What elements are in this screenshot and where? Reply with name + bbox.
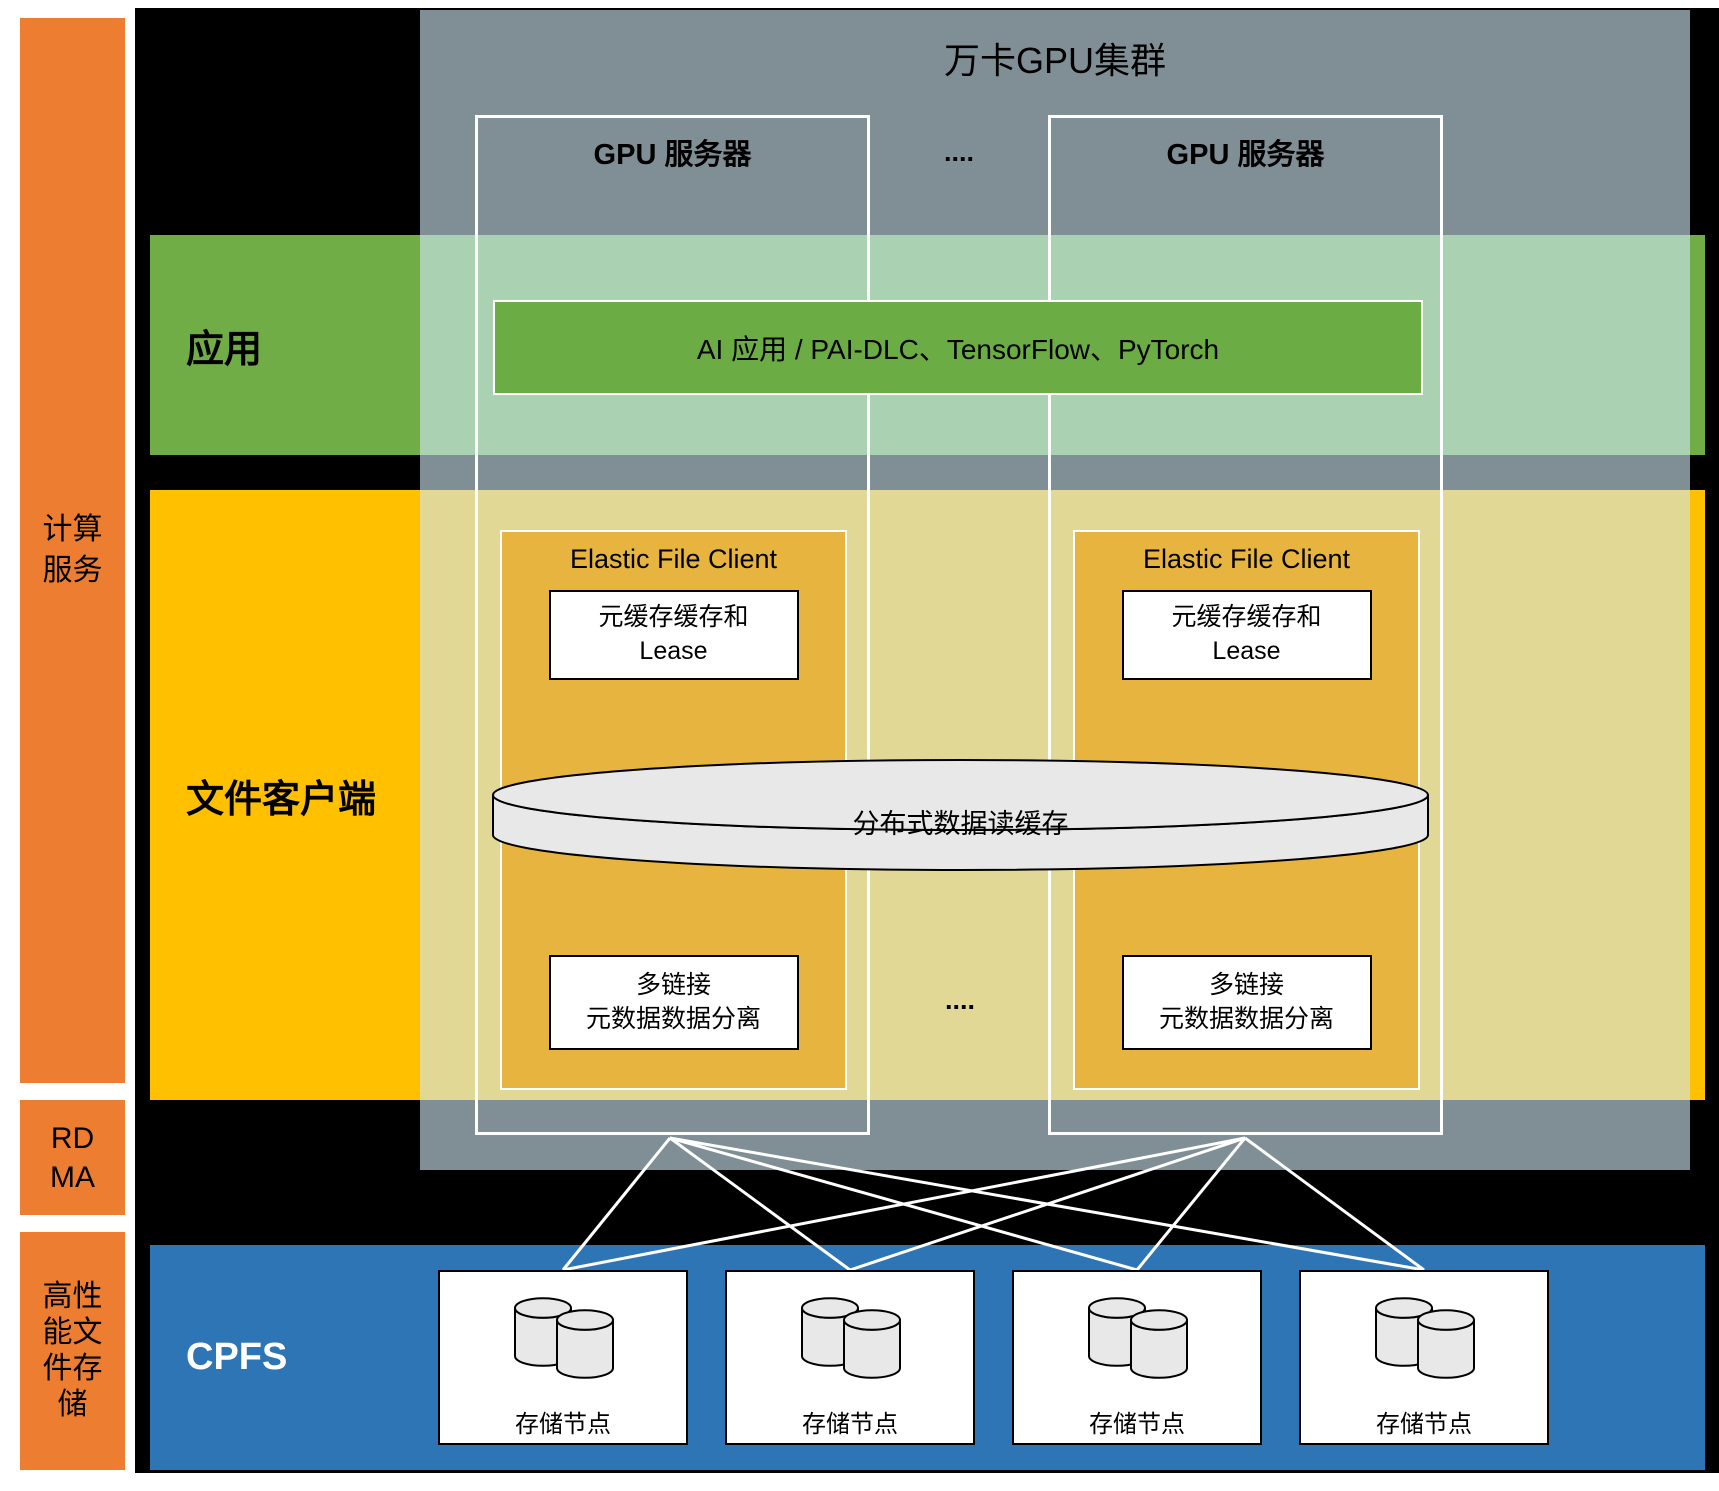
- gpu-server-header-left: GPU 服务器: [475, 127, 870, 177]
- client-ellipsis: ....: [880, 975, 1040, 1025]
- multilink-box-right: 多链接 元数据数据分离: [1122, 955, 1372, 1050]
- efc-title-right: Elastic File Client: [1073, 538, 1420, 580]
- row-label-cpfs: CPFS: [150, 1245, 450, 1470]
- efc-title-left: Elastic File Client: [500, 538, 847, 580]
- left-label-storage: 高性能文件存储: [40, 1232, 105, 1470]
- cache-lease-box-left: 元缓存缓存和 Lease: [549, 590, 799, 680]
- row-label-app: 应用: [150, 235, 450, 455]
- multilink-box-left: 多链接 元数据数据分离: [549, 955, 799, 1050]
- dist-cache-label: 分布式数据读缓存: [493, 801, 1428, 841]
- left-label-rdma: RD MA: [20, 1100, 125, 1215]
- cache-lease-box-right: 元缓存缓存和 Lease: [1122, 590, 1372, 680]
- left-label-compute: 计算 服务: [20, 18, 125, 1083]
- app-box: AI 应用 / PAI-DLC、TensorFlow、PyTorch: [493, 300, 1423, 395]
- gpu-server-header-right: GPU 服务器: [1048, 127, 1443, 177]
- storage-node-label: 存储节点: [725, 1401, 975, 1441]
- storage-node-label: 存储节点: [1299, 1401, 1549, 1441]
- server-ellipsis: ....: [870, 127, 1048, 177]
- storage-node-label: 存储节点: [438, 1401, 688, 1441]
- cluster-title: 万卡GPU集群: [420, 28, 1690, 88]
- storage-node-label: 存储节点: [1012, 1401, 1262, 1441]
